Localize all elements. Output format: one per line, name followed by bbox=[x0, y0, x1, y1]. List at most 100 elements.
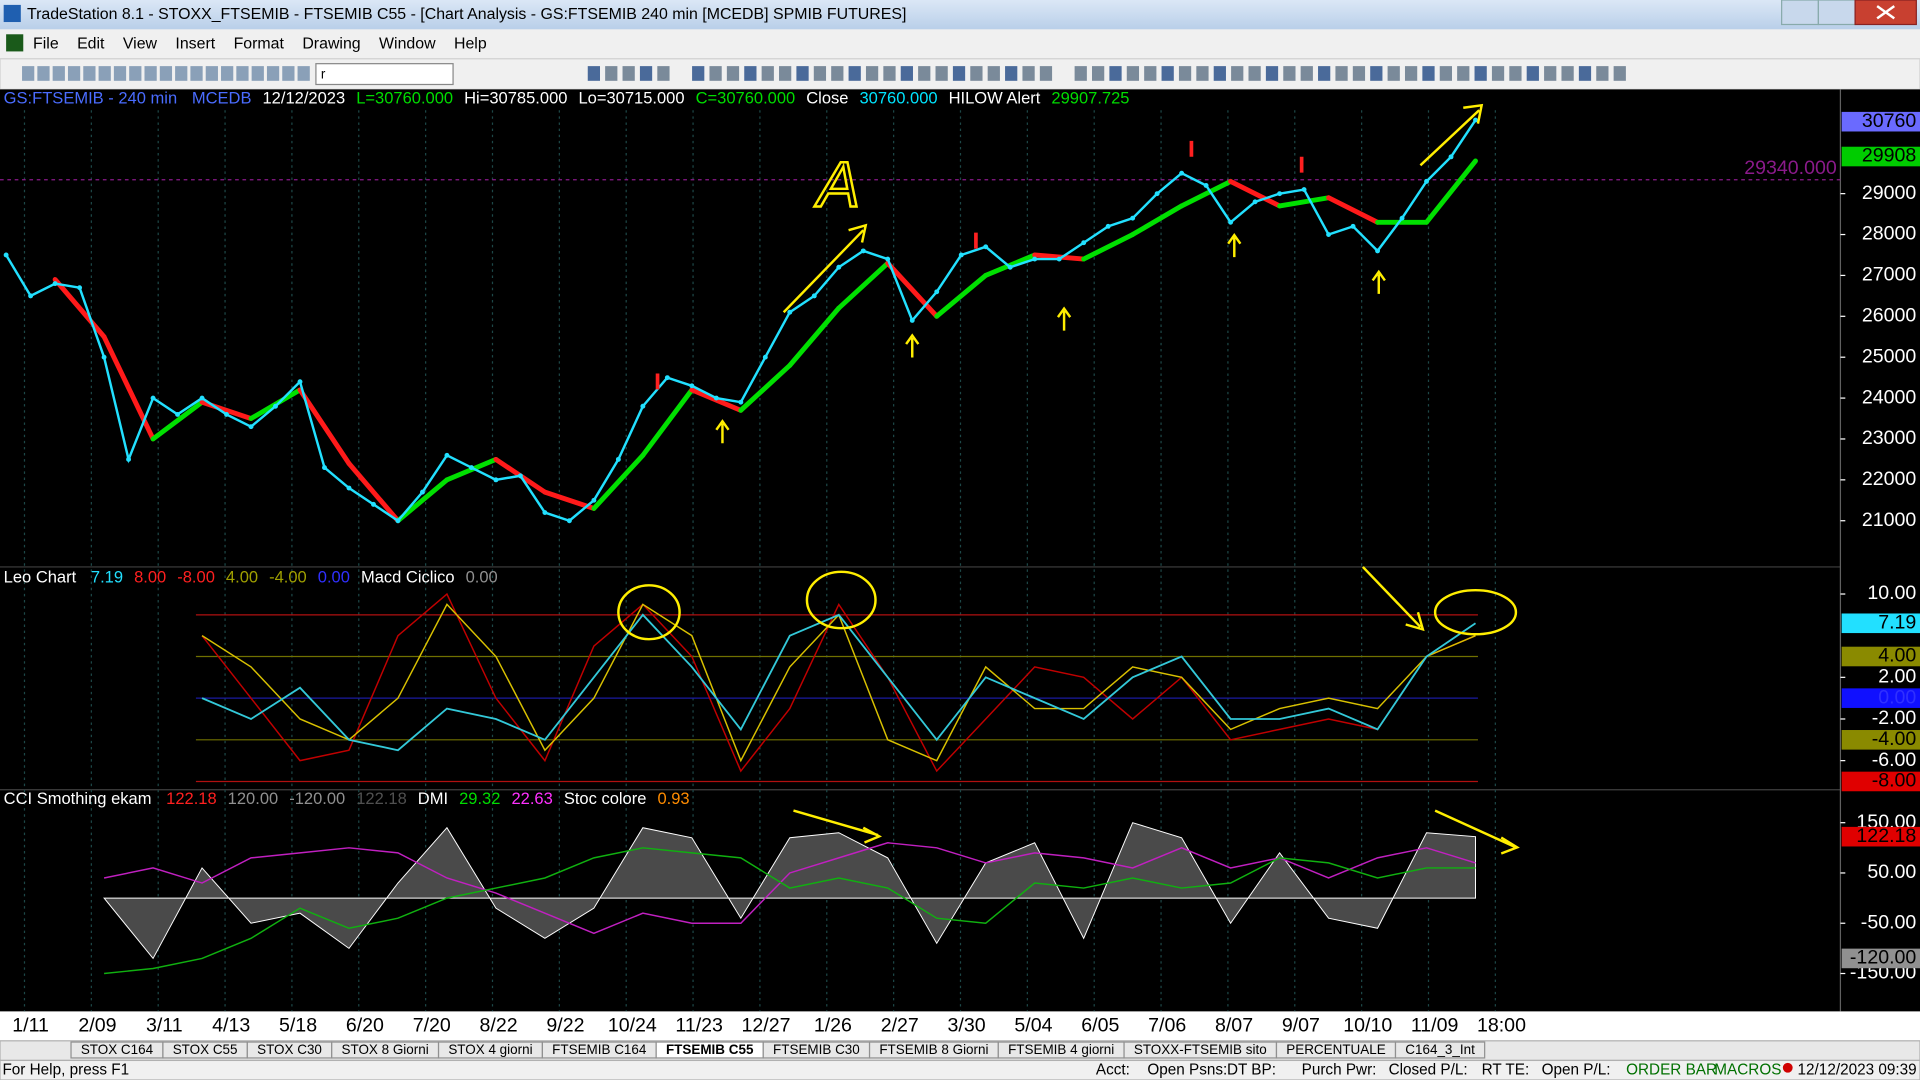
toolbar-icon[interactable] bbox=[918, 66, 931, 81]
toolbar-icon[interactable] bbox=[1092, 66, 1105, 81]
price-dot bbox=[77, 285, 83, 291]
toolbar-icon[interactable] bbox=[159, 66, 173, 81]
toolbar-icon[interactable] bbox=[83, 66, 96, 81]
minimize-button[interactable] bbox=[1781, 0, 1819, 26]
toolbar-icon[interactable] bbox=[831, 66, 844, 81]
toolbar-icon[interactable] bbox=[144, 66, 157, 81]
toolbar-icon[interactable] bbox=[1509, 66, 1522, 81]
toolbar-icon[interactable] bbox=[744, 66, 757, 81]
toolbar-icon[interactable] bbox=[900, 66, 913, 81]
tab-label: STOX 8 Giorni bbox=[342, 1042, 429, 1057]
toolbar-icon[interactable] bbox=[1352, 66, 1366, 81]
menu-item[interactable]: Insert bbox=[175, 35, 215, 52]
toolbar-icon[interactable] bbox=[1335, 66, 1348, 81]
symbol-combo[interactable] bbox=[315, 63, 454, 86]
toolbar-icon[interactable] bbox=[1196, 66, 1209, 81]
toolbar-icon[interactable] bbox=[639, 66, 653, 81]
menu-item[interactable]: Help bbox=[454, 35, 487, 52]
toolbar-icon[interactable] bbox=[22, 66, 35, 81]
toolbar-icon[interactable] bbox=[1161, 66, 1174, 81]
y-tick-label: 10.00 bbox=[1867, 582, 1916, 604]
toolbar-icon[interactable] bbox=[1474, 66, 1487, 81]
maximize-button[interactable] bbox=[1817, 0, 1856, 26]
toolbar-icon[interactable] bbox=[297, 66, 310, 81]
pane-header-item: Stoc colore bbox=[564, 789, 647, 808]
toolbar-icon[interactable] bbox=[1231, 66, 1244, 81]
toolbar-icon[interactable] bbox=[1526, 66, 1539, 81]
toolbar-icon[interactable] bbox=[1457, 66, 1470, 81]
toolbar-icon[interactable] bbox=[190, 66, 203, 81]
toolbar-icon[interactable] bbox=[1300, 66, 1313, 81]
toolbar-icon[interactable] bbox=[935, 66, 948, 81]
menu-item[interactable]: Format bbox=[234, 35, 285, 52]
menu-item[interactable]: File bbox=[33, 35, 59, 52]
toolbar-icon[interactable] bbox=[1178, 66, 1192, 81]
pane-header-item: CCI Smothing ekam bbox=[4, 789, 152, 808]
toolbar-icon[interactable] bbox=[1318, 66, 1331, 81]
menu-item[interactable]: Window bbox=[379, 35, 436, 52]
toolbar-icon[interactable] bbox=[1126, 66, 1140, 81]
toolbar-icon[interactable] bbox=[37, 66, 50, 81]
arrow bbox=[793, 809, 883, 844]
toolbar-icon[interactable] bbox=[1022, 66, 1035, 81]
toolbar-icon[interactable] bbox=[1596, 66, 1609, 81]
toolbar-icon[interactable] bbox=[709, 66, 722, 81]
toolbar-icon[interactable] bbox=[813, 66, 827, 81]
toolbar-icon[interactable] bbox=[970, 66, 983, 81]
toolbar-icon[interactable] bbox=[1005, 66, 1018, 81]
toolbar-icon[interactable] bbox=[205, 66, 218, 81]
toolbar-icon[interactable] bbox=[113, 66, 127, 81]
toolbar-icon[interactable] bbox=[657, 66, 670, 81]
toolbar-icon[interactable] bbox=[266, 66, 280, 81]
toolbar-icon[interactable] bbox=[175, 66, 188, 81]
toolbar-icon[interactable] bbox=[1039, 66, 1053, 81]
toolbar-icon[interactable] bbox=[1213, 66, 1226, 81]
toolbar-icon[interactable] bbox=[779, 66, 792, 81]
arrow bbox=[782, 223, 868, 314]
toolbar-icon[interactable] bbox=[883, 66, 896, 81]
toolbar-icon[interactable] bbox=[1074, 66, 1087, 81]
toolbar-icon[interactable] bbox=[1561, 66, 1574, 81]
toolbar-icon[interactable] bbox=[1283, 66, 1296, 81]
toolbar-icon[interactable] bbox=[1109, 66, 1122, 81]
toolbar-icon[interactable] bbox=[98, 66, 111, 81]
toolbar-icon[interactable] bbox=[761, 66, 774, 81]
toolbar-icon[interactable] bbox=[1491, 66, 1505, 81]
menu-item[interactable]: Drawing bbox=[302, 35, 360, 52]
toolbar-icon[interactable] bbox=[52, 66, 65, 81]
toolbar-icon[interactable] bbox=[1387, 66, 1400, 81]
toolbar-icon[interactable] bbox=[1578, 66, 1592, 81]
toolbar-icon[interactable] bbox=[282, 66, 295, 81]
toolbar-icon[interactable] bbox=[251, 66, 264, 81]
average-segment bbox=[934, 272, 989, 319]
toolbar-icon[interactable] bbox=[221, 66, 234, 81]
toolbar-icon[interactable] bbox=[1544, 66, 1557, 81]
toolbar-icon[interactable] bbox=[796, 66, 809, 81]
toolbar-icon[interactable] bbox=[1144, 66, 1157, 81]
toolbar-icon[interactable] bbox=[848, 66, 861, 81]
tab[interactable] bbox=[1394, 1041, 1486, 1059]
pane-header-item: 30760.000 bbox=[860, 89, 938, 108]
toolbar-icon[interactable] bbox=[952, 66, 966, 81]
menu-item[interactable]: View bbox=[123, 35, 158, 52]
circle bbox=[617, 584, 681, 641]
toolbar-icon[interactable] bbox=[67, 66, 81, 81]
toolbar-icon[interactable] bbox=[1613, 66, 1626, 81]
toolbar-icon[interactable] bbox=[129, 66, 142, 81]
toolbar-icon[interactable] bbox=[1370, 66, 1383, 81]
toolbar-icon[interactable] bbox=[692, 66, 705, 81]
toolbar-icon[interactable] bbox=[1404, 66, 1418, 81]
toolbar-icon[interactable] bbox=[236, 66, 249, 81]
toolbar-icon[interactable] bbox=[622, 66, 635, 81]
toolbar-icon[interactable] bbox=[587, 66, 601, 81]
toolbar-icon[interactable] bbox=[865, 66, 879, 81]
toolbar-icon[interactable] bbox=[987, 66, 1000, 81]
toolbar-icon[interactable] bbox=[1422, 66, 1435, 81]
menu-bar bbox=[0, 29, 1920, 59]
menu-item[interactable]: Edit bbox=[77, 35, 105, 52]
toolbar-icon[interactable] bbox=[726, 66, 740, 81]
toolbar-icon[interactable] bbox=[1248, 66, 1261, 81]
toolbar-icon[interactable] bbox=[605, 66, 618, 81]
toolbar-icon[interactable] bbox=[1265, 66, 1279, 81]
toolbar-icon[interactable] bbox=[1439, 66, 1453, 81]
